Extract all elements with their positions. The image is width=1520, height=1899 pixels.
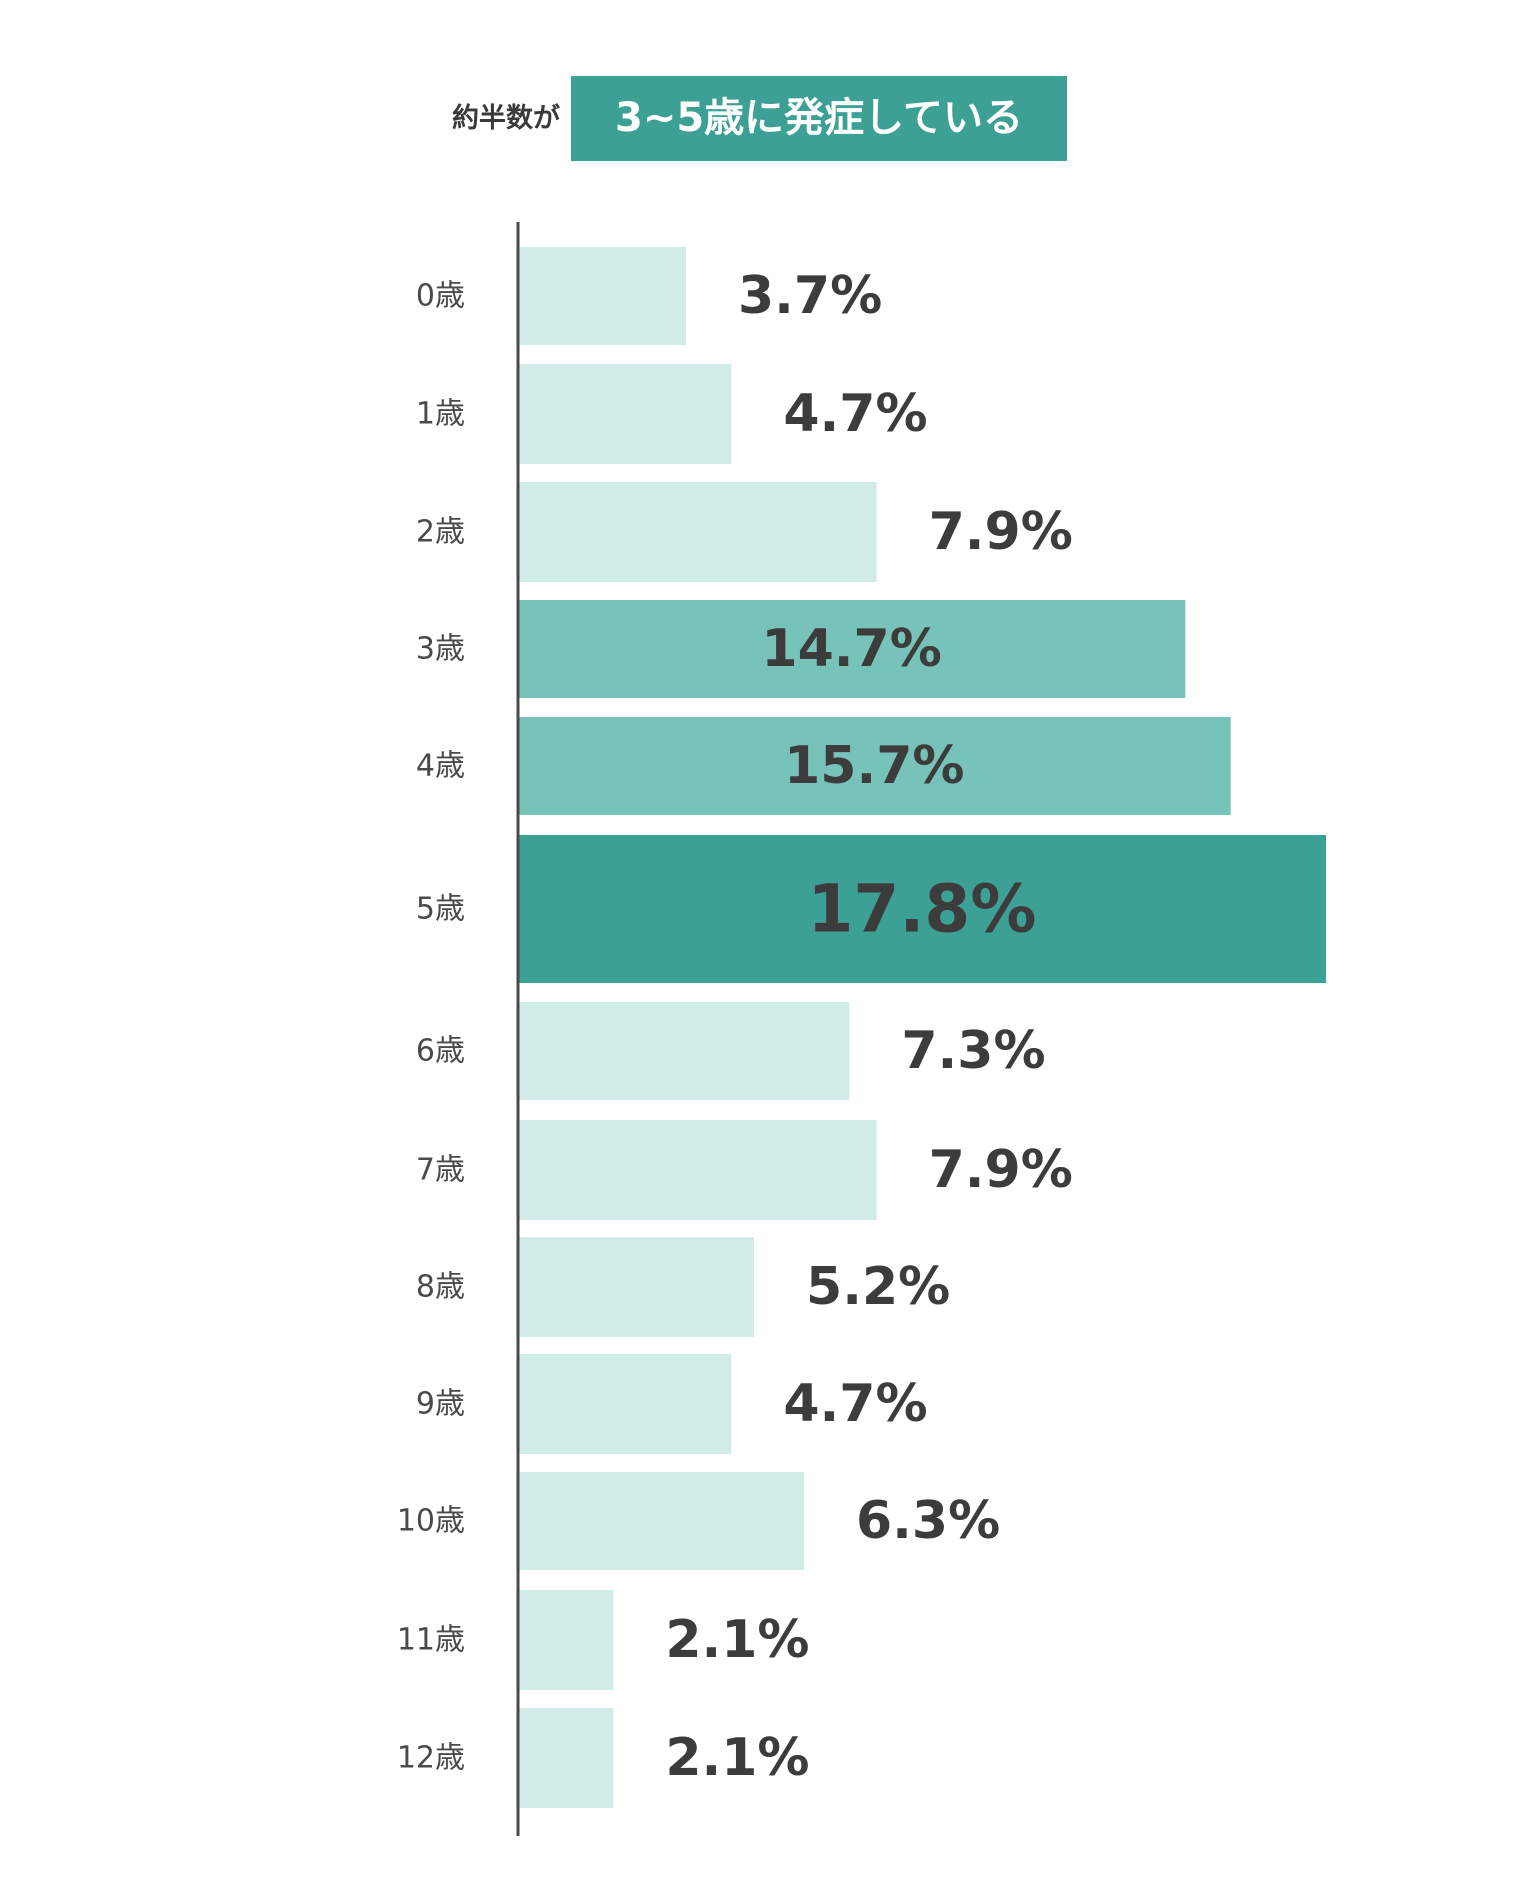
bar-7 <box>518 1120 877 1220</box>
category-label-12: 12歳 <box>397 1741 465 1776</box>
bar-5 <box>518 835 1326 983</box>
value-label-11: 2.1% <box>665 1610 809 1670</box>
value-label-4: 15.7% <box>784 736 964 796</box>
chart-header: 約半数が 3~5歳に発症している <box>0 76 1520 161</box>
value-label-7: 7.9% <box>929 1140 1073 1200</box>
value-label-12: 2.1% <box>665 1728 809 1788</box>
bar-8 <box>518 1237 755 1337</box>
value-label-2: 7.9% <box>929 502 1073 562</box>
category-label-7: 7歳 <box>416 1153 465 1188</box>
category-label-4: 4歳 <box>416 749 465 784</box>
value-label-8: 5.2% <box>806 1257 950 1317</box>
category-label-0: 0歳 <box>416 279 465 314</box>
bar-12 <box>518 1708 614 1808</box>
bar-1 <box>518 364 732 464</box>
bar-10 <box>518 1472 804 1570</box>
category-label-1: 1歳 <box>416 397 465 432</box>
bar-3 <box>518 600 1186 698</box>
value-label-6: 7.3% <box>901 1021 1045 1081</box>
bar-9 <box>518 1354 732 1454</box>
bar-11 <box>518 1590 614 1690</box>
value-label-1: 4.7% <box>783 384 927 444</box>
category-label-11: 11歳 <box>397 1623 465 1658</box>
category-label-3: 3歳 <box>416 632 465 667</box>
category-label-8: 8歳 <box>416 1270 465 1305</box>
bar-2 <box>518 482 877 582</box>
header-badge: 3~5歳に発症している <box>571 76 1067 161</box>
bar-4 <box>518 717 1231 815</box>
value-label-9: 4.7% <box>783 1374 927 1434</box>
category-label-10: 10歳 <box>397 1504 465 1539</box>
value-label-3: 14.7% <box>761 619 941 679</box>
category-label-6: 6歳 <box>416 1034 465 1069</box>
bar-6 <box>518 1002 850 1100</box>
value-label-5: 17.8% <box>808 871 1037 948</box>
bar-0 <box>518 247 686 345</box>
category-label-2: 2歳 <box>416 515 465 550</box>
value-label-10: 6.3% <box>856 1491 1000 1551</box>
value-label-0: 3.7% <box>738 266 882 326</box>
header-prefix: 約半数が <box>452 103 560 134</box>
category-label-9: 9歳 <box>416 1387 465 1422</box>
category-label-5: 5歳 <box>416 892 465 927</box>
